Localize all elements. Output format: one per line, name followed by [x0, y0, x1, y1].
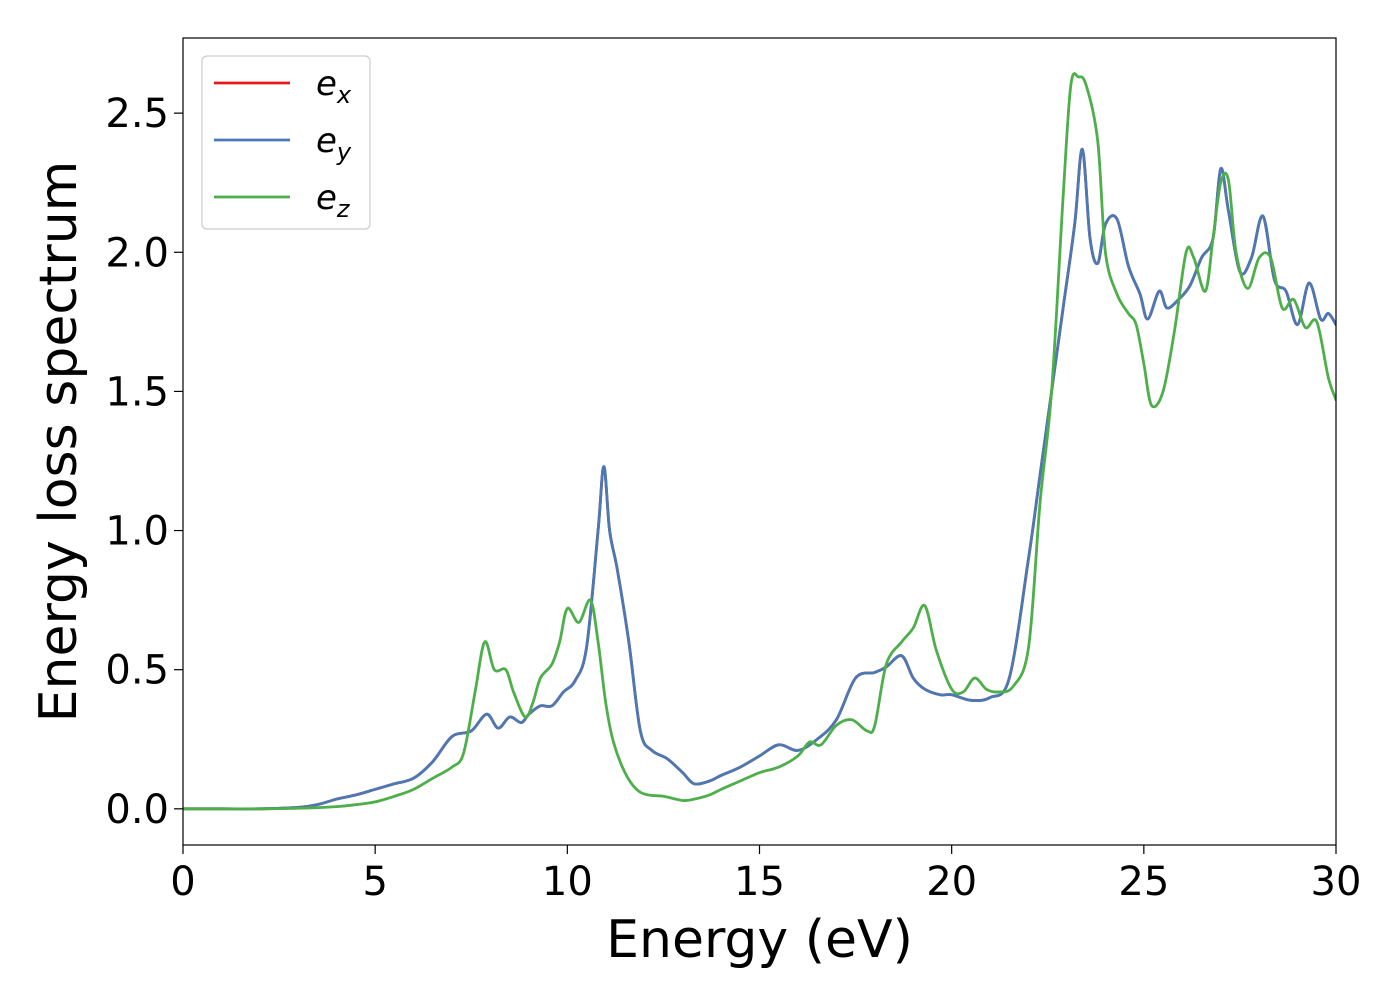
x-axis-ticks: 0 5 10 15 20 25 30 [170, 845, 1361, 905]
y-tick-label: 0.0 [105, 787, 169, 833]
series-layer [183, 72, 1336, 811]
legend-subscript: y [336, 138, 352, 166]
x-axis-title: Energy (eV) [606, 910, 913, 970]
y-tick-label: 1.5 [105, 369, 169, 415]
x-tick-label: 5 [362, 859, 387, 905]
x-tick-label: 10 [542, 859, 593, 905]
x-tick-label: 0 [170, 859, 195, 905]
x-tick-label: 30 [1311, 859, 1362, 905]
y-axis-ticks: 0.0 0.5 1.0 1.5 2.0 2.5 [105, 91, 183, 833]
x-tick-label: 25 [1118, 859, 1169, 905]
legend-subscript: z [336, 195, 351, 223]
legend-box [201, 55, 371, 230]
y-tick-label: 1.0 [105, 509, 169, 555]
y-tick-label: 2.0 [105, 230, 169, 276]
x-tick-label: 20 [926, 859, 977, 905]
series-line-e-z [183, 72, 1336, 811]
series-line-e-y [183, 147, 1336, 811]
x-tick-label: 15 [734, 859, 785, 905]
y-axis-title: Energy loss spectrum [29, 161, 89, 723]
y-tick-label: 0.5 [105, 648, 169, 694]
series-line-e-x [183, 147, 1336, 811]
y-tick-label: 2.5 [105, 91, 169, 137]
legend-subscript: x [336, 81, 352, 109]
